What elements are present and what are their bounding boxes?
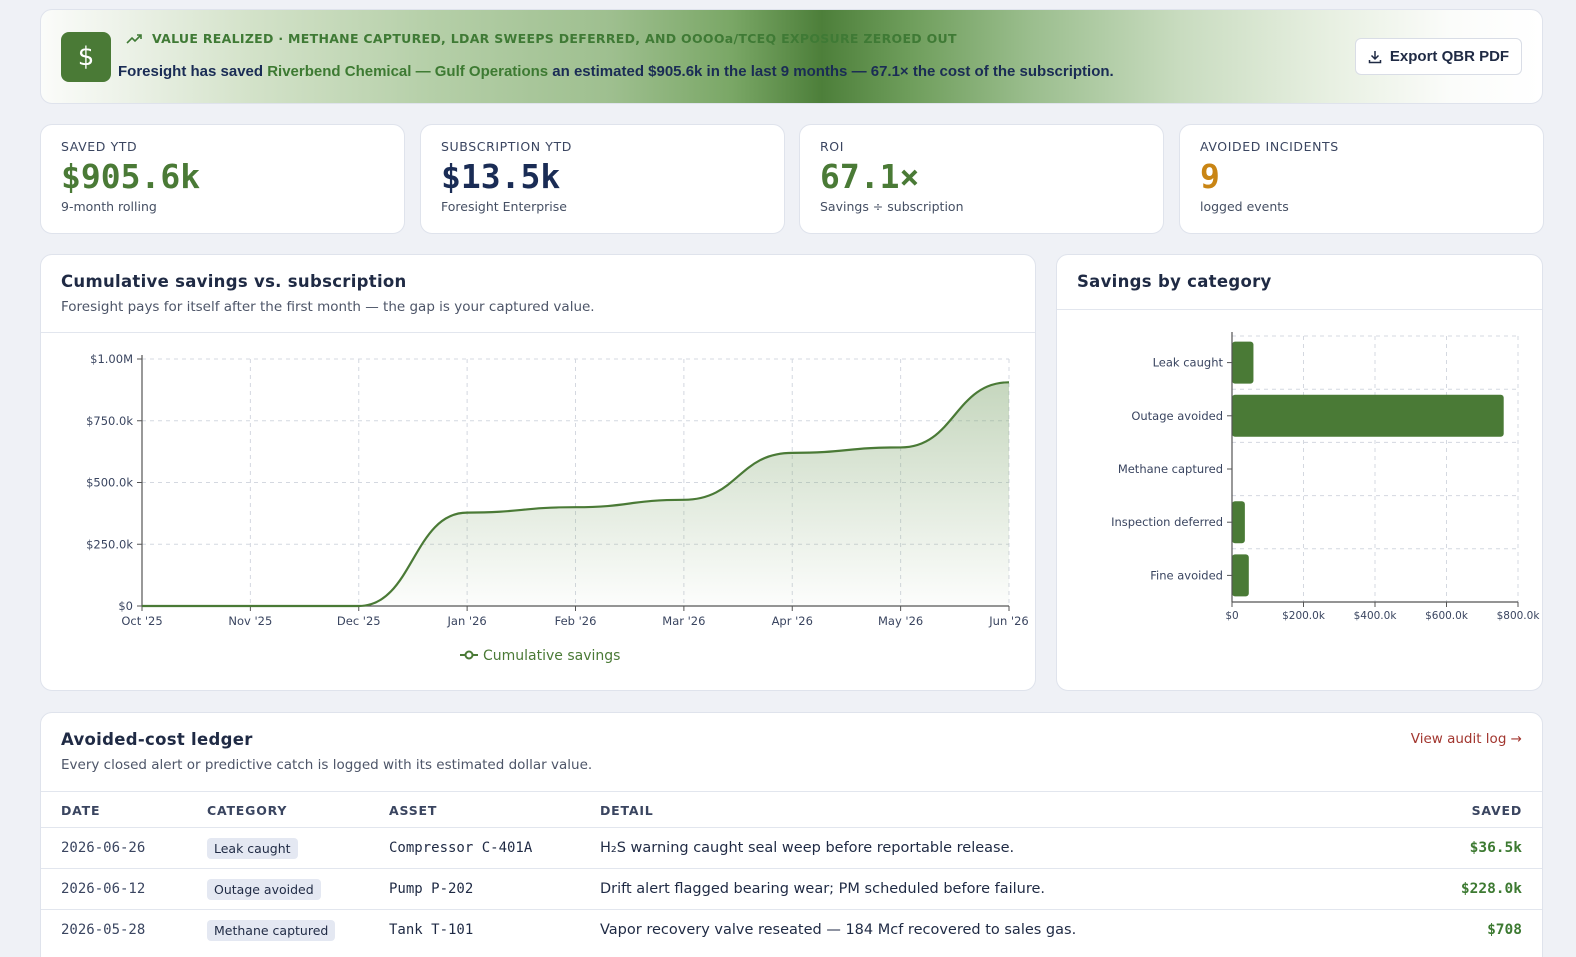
row-date: 2026-06-12: [61, 881, 146, 897]
panel-subtitle: Foresight pays for itself after the firs…: [61, 299, 595, 315]
kpi-sub: logged events: [1200, 199, 1289, 214]
kpi-sub: Savings ÷ subscription: [820, 199, 964, 214]
category-label: Fine avoided: [1150, 568, 1223, 582]
cumulative-savings-panel: Cumulative savings vs. subscription Fore…: [40, 254, 1036, 691]
kpi-sub: 9-month rolling: [61, 199, 157, 214]
bar: [1232, 501, 1245, 544]
category-label: Leak caught: [1153, 356, 1224, 370]
x-tick-label: $200.0k: [1282, 610, 1326, 622]
savings-by-category-panel: Savings by category $0 $200.0k $400.0k $600…: [1056, 254, 1543, 691]
category-label: Methane captured: [1118, 462, 1223, 476]
organization-name: Riverbend Chemical — Gulf Operations: [267, 63, 549, 80]
column-header-saved[interactable]: SAVED: [1471, 803, 1522, 818]
x-tick-label: Jun '26: [988, 614, 1028, 628]
x-tick-label: Oct '25: [121, 614, 162, 628]
banner-prefix: Foresight has saved: [118, 63, 268, 80]
y-tick-label: $750.0k: [86, 414, 133, 428]
divider: [1057, 309, 1542, 310]
cumulative-savings-chart: $0 $250.0k $500.0k $750.0k $1.00M Oct '25 Nov …: [86, 352, 1029, 664]
table-row[interactable]: 2026-06-26 Leak caught Compressor C-401A…: [41, 827, 1542, 868]
export-qbr-pdf-button[interactable]: Export QBR PDF: [1355, 38, 1522, 75]
x-tick-label: Nov '25: [228, 614, 272, 628]
y-tick-label: $500.0k: [86, 476, 133, 490]
column-header-date[interactable]: DATE: [61, 803, 101, 818]
banner-summary: Foresight has saved Riverbend Chemical —…: [118, 63, 1114, 80]
category-label: Outage avoided: [1131, 409, 1223, 423]
export-label: Export QBR PDF: [1389, 48, 1510, 65]
divider: [41, 332, 1035, 333]
avoided-cost-ledger: Avoided-cost ledger Every closed alert o…: [40, 712, 1543, 957]
x-tick-label: Jan '26: [447, 614, 487, 628]
row-detail: Drift alert flagged bearing wear; PM sch…: [600, 881, 1046, 897]
category-label: Inspection deferred: [1111, 515, 1223, 529]
row-saved: $36.5k: [1469, 840, 1522, 856]
row-detail: H₂S warning caught seal weep before repo…: [600, 840, 1015, 856]
row-date: 2026-06-26: [61, 840, 146, 856]
kpi-label: ROI: [820, 139, 845, 154]
category-badge: Methane captured: [207, 920, 336, 941]
column-header-detail[interactable]: DETAIL: [600, 803, 654, 818]
kpi-avoided-incidents: AVOIDED INCIDENTS 9 logged events: [1179, 124, 1544, 234]
kpi-label: SAVED YTD: [61, 139, 138, 154]
x-tick-label: $600.0k: [1425, 610, 1469, 622]
trending-up-icon: [126, 33, 142, 44]
row-asset: Tank T-101: [389, 922, 474, 938]
row-asset: Pump P-202: [389, 881, 474, 897]
kpi-value: $905.6k: [61, 157, 201, 196]
panel-title: Savings by category: [1077, 272, 1272, 291]
y-tick-label: $1.00M: [90, 352, 133, 366]
view-audit-log-link[interactable]: View audit log →: [1410, 731, 1522, 747]
row-saved: $228.0k: [1460, 881, 1522, 897]
y-tick-label: $0: [118, 599, 133, 613]
kpi-value: $13.5k: [441, 157, 561, 196]
x-tick-label: May '26: [878, 614, 923, 628]
x-tick-label: Mar '26: [662, 614, 705, 628]
download-icon: [1368, 50, 1382, 63]
y-tick-label: $250.0k: [86, 537, 133, 551]
category-badge: Outage avoided: [207, 879, 321, 900]
row-date: 2026-05-28: [61, 922, 146, 938]
row-detail: Vapor recovery valve reseated — 184 Mcf …: [600, 922, 1077, 938]
kpi-subscription-ytd: SUBSCRIPTION YTD $13.5k Foresight Enterp…: [420, 124, 785, 234]
kpi-roi: ROI 67.1× Savings ÷ subscription: [799, 124, 1164, 234]
column-header-asset[interactable]: ASSET: [389, 803, 438, 818]
dollar-icon: $: [61, 32, 111, 82]
divider: [41, 791, 1542, 792]
x-tick-label: $800.0k: [1497, 610, 1541, 622]
column-header-category[interactable]: CATEGORY: [207, 803, 288, 818]
ledger-title: Avoided-cost ledger: [61, 730, 253, 749]
category-badge: Leak caught: [207, 838, 298, 859]
series-line: [142, 381, 1010, 608]
panel-title: Cumulative savings vs. subscription: [61, 272, 407, 291]
table-row[interactable]: 2026-06-12 Outage avoided Pump P-202 Dri…: [41, 868, 1542, 909]
x-tick-label: Apr '26: [772, 614, 813, 628]
kpi-value: 67.1×: [820, 157, 920, 196]
bar: [1232, 554, 1249, 597]
value-realized-banner: $ VALUE REALIZED · METHANE CAPTURED, LDA…: [40, 9, 1543, 104]
table-row[interactable]: 2026-05-28 Methane captured Tank T-101 V…: [41, 909, 1542, 950]
series-area: [142, 382, 1009, 606]
row-saved: $708: [1487, 922, 1522, 938]
bar: [1232, 394, 1504, 437]
x-tick-label: $400.0k: [1354, 610, 1398, 622]
x-tick-label: Dec '25: [337, 614, 381, 628]
ledger-subtitle: Every closed alert or predictive catch i…: [61, 757, 593, 773]
kpi-label: AVOIDED INCIDENTS: [1200, 139, 1339, 154]
bar: [1232, 341, 1254, 384]
row-asset: Compressor C-401A: [389, 840, 533, 856]
legend-label: Cumulative savings: [483, 648, 620, 664]
savings-by-category-chart: $0 $200.0k $400.0k $600.0k $800.0k Leak caugh…: [1111, 332, 1541, 622]
x-tick-label: Feb '26: [555, 614, 597, 628]
kpi-value: 9: [1200, 157, 1220, 196]
banner-kicker-text: VALUE REALIZED · METHANE CAPTURED, LDAR …: [152, 31, 957, 46]
banner-suffix: an estimated $905.6k in the last 9 month…: [548, 63, 1114, 80]
kpi-label: SUBSCRIPTION YTD: [441, 139, 572, 154]
legend-marker: [464, 650, 474, 660]
kpi-saved-ytd: SAVED YTD $905.6k 9-month rolling: [40, 124, 405, 234]
x-tick-label: $0: [1225, 610, 1238, 622]
kpi-sub: Foresight Enterprise: [441, 199, 567, 214]
banner-kicker: VALUE REALIZED · METHANE CAPTURED, LDAR …: [126, 31, 957, 46]
